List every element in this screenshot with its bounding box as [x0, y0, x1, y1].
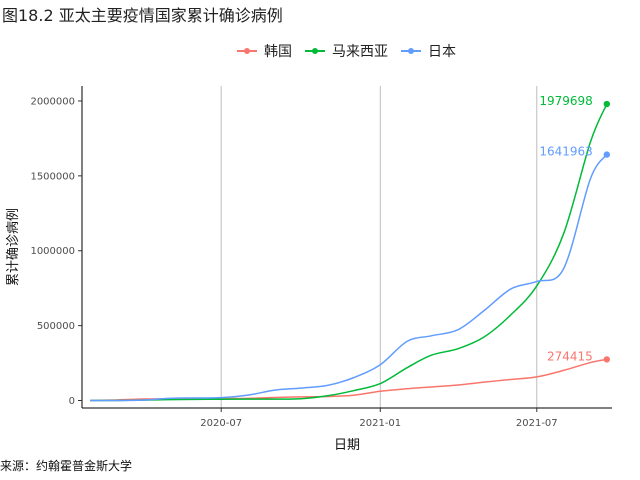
legend-label-japan: 日本: [428, 44, 456, 60]
axis-layer: 2020-07 2021-01 2021-07 0 500000 1000000 15000…: [30, 86, 612, 429]
label-layer: 274415 1979698 1641963: [539, 94, 592, 363]
y-tick-label: 1000000: [30, 246, 75, 257]
y-axis-title: 累计确诊病例: [6, 208, 21, 286]
series-layer: [89, 100, 611, 402]
series-end-point-korea: [603, 356, 611, 363]
legend-item-japan: 日本: [400, 41, 456, 61]
legend-key-korea: [237, 48, 257, 54]
legend-item-korea: 韩国: [236, 41, 292, 61]
legend-item-malaysia: 马来西亚: [304, 41, 388, 61]
legend-label-malaysia: 马来西亚: [332, 44, 388, 60]
y-tick-label: 500000: [37, 321, 75, 332]
series-end-label-japan: 1641963: [539, 145, 592, 159]
legend: 韩国 马来西亚 日本: [236, 40, 468, 62]
series-end-label-korea: 274415: [547, 349, 593, 363]
chart-title: 图18.2 亚太主要疫情国家累计确诊病例: [2, 6, 283, 25]
series-end-point-japan: [603, 151, 611, 158]
series-end-label-malaysia: 1979698: [539, 94, 592, 108]
y-tick-label: 1500000: [30, 171, 75, 182]
legend-key-japan: [401, 48, 421, 54]
legend-key-malaysia: [305, 48, 325, 54]
x-tick-label: 2020-07: [200, 418, 242, 429]
x-tick-label: 2021-01: [359, 418, 401, 429]
series-end-point-malaysia: [603, 100, 611, 108]
y-tick-label: 2000000: [30, 96, 75, 107]
series-line-malaysia: [89, 103, 608, 402]
source-note: 来源：约翰霍普金斯大学: [0, 459, 133, 473]
series-line-japan: [89, 153, 608, 402]
grid-layer: [220, 86, 538, 408]
x-axis-title: 日期: [334, 438, 360, 453]
x-tick-label: 2021-07: [516, 418, 558, 429]
y-tick-label: 0: [69, 396, 75, 407]
legend-label-korea: 韩国: [264, 44, 292, 60]
